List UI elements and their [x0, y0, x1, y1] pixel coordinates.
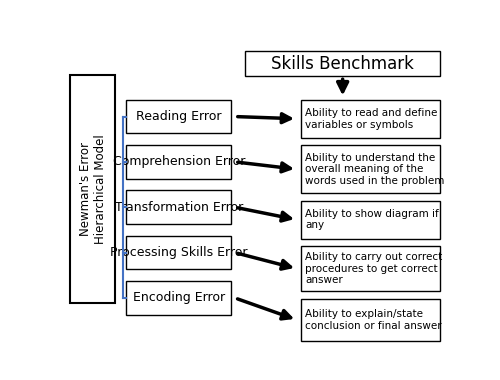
Text: Ability to read and define
variables or symbols: Ability to read and define variables or …	[306, 108, 438, 130]
FancyBboxPatch shape	[70, 75, 115, 303]
Text: Processing Skills Error: Processing Skills Error	[110, 246, 248, 259]
FancyBboxPatch shape	[126, 236, 231, 269]
FancyBboxPatch shape	[244, 51, 440, 76]
Text: Skills Benchmark: Skills Benchmark	[271, 55, 414, 73]
Text: Ability to explain/state
conclusion or final answer: Ability to explain/state conclusion or f…	[306, 309, 442, 331]
FancyBboxPatch shape	[301, 145, 440, 193]
FancyBboxPatch shape	[126, 281, 231, 315]
Text: Ability to understand the
overall meaning of the
words used in the problem: Ability to understand the overall meanin…	[306, 153, 445, 186]
FancyBboxPatch shape	[126, 145, 231, 179]
Text: Ability to carry out correct
procedures to get correct
answer: Ability to carry out correct procedures …	[306, 252, 442, 285]
Text: Transformation Error: Transformation Error	[114, 201, 243, 214]
Text: Reading Error: Reading Error	[136, 110, 222, 123]
Text: Comprehension Error: Comprehension Error	[112, 155, 245, 168]
FancyBboxPatch shape	[301, 201, 440, 239]
FancyBboxPatch shape	[301, 246, 440, 291]
FancyBboxPatch shape	[126, 100, 231, 133]
Text: Newman's Error
Hierarchical Model: Newman's Error Hierarchical Model	[78, 134, 106, 244]
FancyBboxPatch shape	[301, 100, 440, 138]
Text: Ability to show diagram if
any: Ability to show diagram if any	[306, 209, 439, 231]
FancyBboxPatch shape	[126, 190, 231, 224]
Text: Encoding Error: Encoding Error	[132, 291, 225, 304]
FancyBboxPatch shape	[301, 299, 440, 341]
